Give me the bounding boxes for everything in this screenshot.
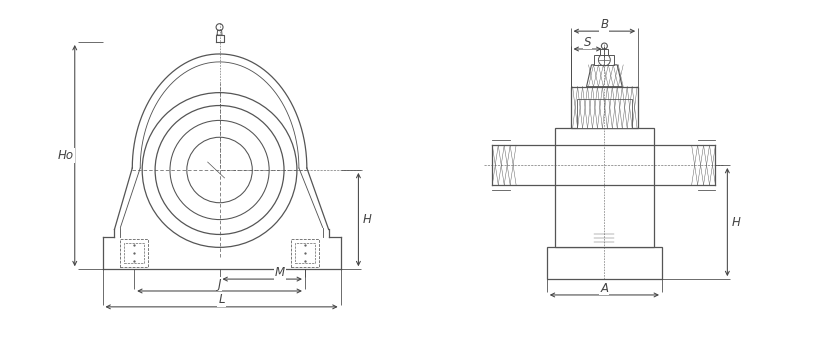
- Bar: [295, 243, 315, 263]
- Bar: [600, 220, 610, 224]
- Text: S: S: [583, 35, 592, 49]
- Text: H: H: [363, 213, 372, 226]
- Text: M: M: [275, 266, 285, 279]
- Bar: [291, 239, 319, 267]
- Bar: [555, 128, 654, 247]
- Bar: [577, 99, 632, 128]
- Bar: [594, 55, 614, 65]
- Bar: [601, 216, 607, 220]
- Text: H: H: [732, 216, 741, 228]
- Text: B: B: [601, 18, 609, 31]
- Text: Ho: Ho: [58, 149, 74, 162]
- Bar: [578, 100, 631, 127]
- Text: J: J: [218, 277, 221, 291]
- Text: A: A: [601, 282, 609, 294]
- Bar: [601, 49, 609, 55]
- Bar: [570, 87, 638, 128]
- Bar: [597, 224, 611, 234]
- Bar: [594, 234, 614, 247]
- Text: L: L: [219, 293, 224, 307]
- Bar: [124, 243, 144, 263]
- Bar: [121, 239, 149, 267]
- Bar: [547, 247, 662, 279]
